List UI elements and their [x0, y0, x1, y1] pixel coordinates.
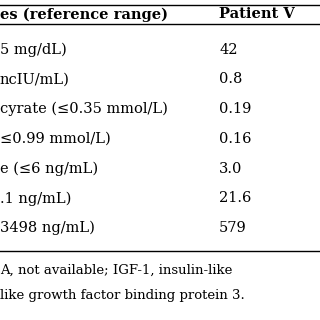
Text: 5 mg/dL): 5 mg/dL): [0, 43, 67, 57]
Text: 0.8: 0.8: [219, 72, 243, 86]
Text: 0.19: 0.19: [219, 102, 252, 116]
Text: A, not available; IGF-1, insulin-like: A, not available; IGF-1, insulin-like: [0, 264, 232, 277]
Text: like growth factor binding protein 3.: like growth factor binding protein 3.: [0, 290, 245, 302]
Text: 0.16: 0.16: [219, 132, 252, 146]
Text: 3498 ng/mL): 3498 ng/mL): [0, 221, 95, 235]
Text: 579: 579: [219, 221, 247, 235]
Text: 42: 42: [219, 43, 238, 57]
Text: .1 ng/mL): .1 ng/mL): [0, 191, 71, 205]
Text: ≤0.99 mmol/L): ≤0.99 mmol/L): [0, 132, 111, 146]
Text: 21.6: 21.6: [219, 191, 252, 205]
Text: cyrate (≤0.35 mmol/L): cyrate (≤0.35 mmol/L): [0, 102, 168, 116]
Text: e (≤6 ng/mL): e (≤6 ng/mL): [0, 162, 98, 176]
Text: es (reference range): es (reference range): [0, 7, 168, 21]
Text: ncIU/mL): ncIU/mL): [0, 72, 70, 86]
Text: 3.0: 3.0: [219, 162, 243, 176]
Text: Patient V: Patient V: [219, 7, 295, 21]
